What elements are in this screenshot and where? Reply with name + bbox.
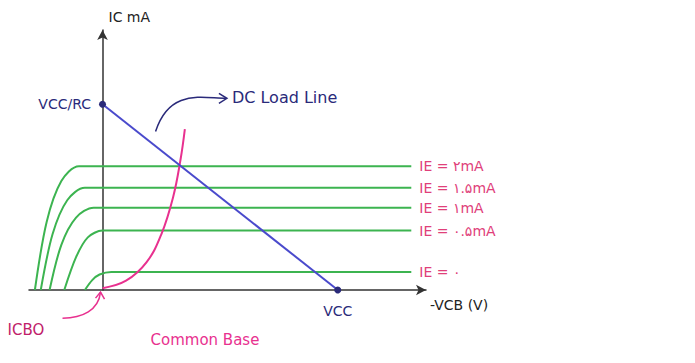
svg-text:Common Base: Common Base	[151, 331, 260, 349]
svg-text:IE = ۰.۵mA: IE = ۰.۵mA	[419, 223, 496, 239]
svg-text:IE = ۲mA: IE = ۲mA	[419, 158, 484, 174]
svg-text:IE = ۱.۵mA: IE = ۱.۵mA	[419, 180, 496, 196]
svg-text:VCC: VCC	[323, 303, 352, 319]
svg-text:DC Load Line: DC Load Line	[232, 88, 337, 107]
svg-text:VCC/RC: VCC/RC	[38, 96, 91, 112]
svg-text:IE = ۱mA: IE = ۱mA	[419, 200, 484, 216]
svg-text:ICBO: ICBO	[8, 321, 45, 339]
svg-text:-VCB (V): -VCB (V)	[430, 297, 488, 313]
svg-text:IE = ۰: IE = ۰	[419, 264, 460, 280]
svg-text:IC mA: IC mA	[109, 9, 151, 25]
